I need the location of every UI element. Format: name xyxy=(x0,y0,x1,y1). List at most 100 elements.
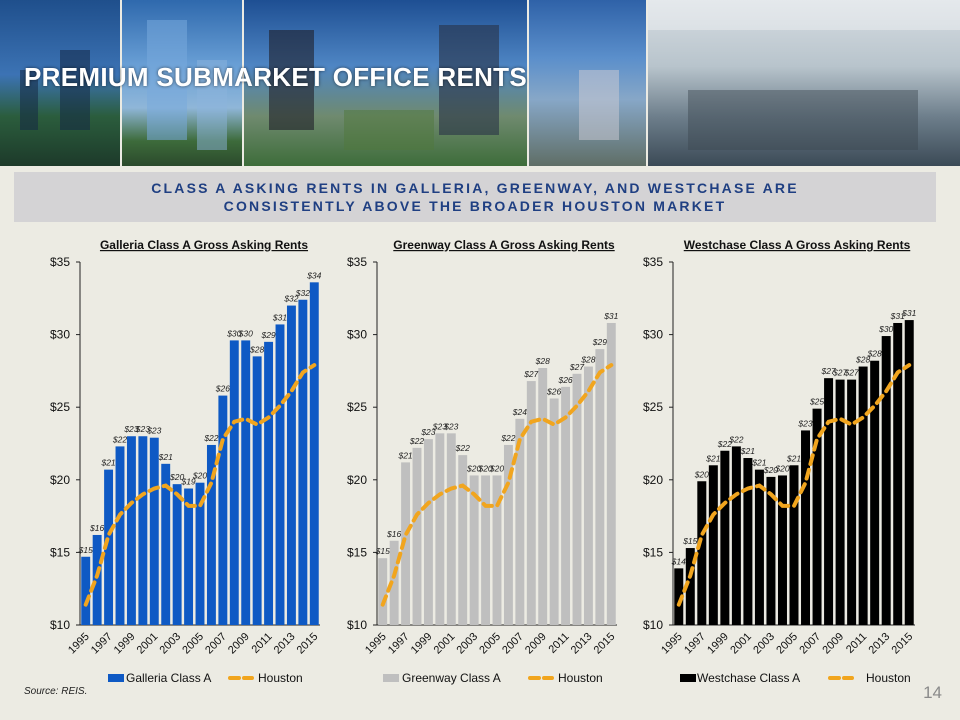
bar xyxy=(674,568,684,625)
bar xyxy=(218,395,228,625)
photo-atrium-cafe xyxy=(648,0,960,166)
photo-office-tower xyxy=(122,0,242,166)
x-tick-label: 2011 xyxy=(249,631,274,656)
x-tick-label: 2015 xyxy=(890,631,916,657)
y-tick-label: $30 xyxy=(347,328,367,342)
page-title: PREMIUM SUBMARKET OFFICE RENTS xyxy=(24,62,527,92)
legend-label: Westchase Class A xyxy=(697,671,800,685)
y-tick-label: $30 xyxy=(643,328,663,342)
bar xyxy=(754,469,764,625)
data-label: $23 xyxy=(135,424,150,434)
data-label: $21 xyxy=(158,452,173,462)
data-label: $26 xyxy=(557,375,572,385)
data-label: $24 xyxy=(512,407,527,417)
photo-campus-building xyxy=(529,0,646,166)
x-tick-label: 2003 xyxy=(157,631,183,657)
data-label: $21 xyxy=(705,453,720,463)
photo-reflecting-pool xyxy=(0,0,120,166)
data-label: $29 xyxy=(592,337,607,347)
bar xyxy=(161,463,171,625)
x-tick-label: 1999 xyxy=(112,631,138,657)
x-tick-label: 1995 xyxy=(363,631,389,657)
houston-line xyxy=(676,363,912,607)
x-tick-label: 2013 xyxy=(569,631,595,657)
data-label: $20 xyxy=(774,463,789,473)
data-label: $27 xyxy=(523,369,538,379)
data-label: $31 xyxy=(603,311,618,321)
data-label: $28 xyxy=(580,355,595,365)
x-tick-label: 1997 xyxy=(682,631,708,657)
bar xyxy=(458,455,468,625)
x-tick-label: 1999 xyxy=(409,631,435,657)
data-label: $23 xyxy=(797,418,812,428)
bar xyxy=(515,418,525,625)
data-label: $28 xyxy=(867,349,882,359)
y-tick-label: $15 xyxy=(347,545,367,559)
legend-label: Houston xyxy=(866,671,911,685)
bar xyxy=(389,540,399,625)
houston-line xyxy=(380,363,614,607)
bar xyxy=(801,430,811,625)
chart-title-0: Galleria Class A Gross Asking Rents xyxy=(100,238,308,252)
data-label: $20 xyxy=(694,469,709,479)
legend-label: Houston xyxy=(558,671,603,685)
data-label: $30 xyxy=(878,324,893,334)
data-label: $31 xyxy=(272,312,287,322)
bar xyxy=(572,373,582,625)
data-label: $14 xyxy=(671,556,686,566)
bar xyxy=(229,340,239,625)
chart-title-1: Greenway Class A Gross Asking Rents xyxy=(393,238,615,252)
data-label: $20 xyxy=(763,465,778,475)
bar xyxy=(858,366,868,625)
bar xyxy=(503,444,513,625)
data-label: $27 xyxy=(832,368,847,378)
bar xyxy=(766,476,776,625)
legend-swatch-0 xyxy=(108,674,124,682)
data-label: $30 xyxy=(226,328,241,338)
y-tick-label: $10 xyxy=(347,618,367,632)
bar xyxy=(412,447,422,625)
bar xyxy=(446,433,456,625)
data-label: $15 xyxy=(682,536,697,546)
y-tick-label: $20 xyxy=(50,473,70,487)
data-label: $23 xyxy=(123,424,138,434)
bar xyxy=(743,458,753,625)
data-label: $19 xyxy=(180,477,195,487)
bar xyxy=(526,381,536,625)
x-tick-label: 2013 xyxy=(272,631,298,657)
bar xyxy=(275,324,285,625)
bar xyxy=(561,386,571,625)
x-tick-label: 2001 xyxy=(135,631,161,657)
data-label: $21 xyxy=(100,458,115,468)
data-label: $21 xyxy=(740,446,755,456)
data-label: $22 xyxy=(717,439,732,449)
data-label: $21 xyxy=(786,453,801,463)
y-tick-label: $35 xyxy=(347,255,367,269)
y-tick-label: $25 xyxy=(347,400,367,414)
x-tick-label: 2009 xyxy=(820,631,846,657)
chart-title-2: Westchase Class A Gross Asking Rents xyxy=(684,238,911,252)
data-label: $22 xyxy=(112,434,127,444)
bar xyxy=(206,444,216,625)
x-tick-label: 2013 xyxy=(867,631,893,657)
bar xyxy=(309,282,319,625)
data-label: $26 xyxy=(546,386,561,396)
bar xyxy=(401,462,411,625)
bar xyxy=(469,475,479,625)
bar xyxy=(583,366,593,625)
legend-label: Galleria Class A xyxy=(126,671,211,685)
data-label: $20 xyxy=(192,471,207,481)
x-tick-label: 2011 xyxy=(546,631,571,656)
bar xyxy=(104,469,114,625)
bar xyxy=(149,437,159,625)
data-label: $20 xyxy=(477,463,492,473)
data-label: $28 xyxy=(855,355,870,365)
x-tick-label: 2001 xyxy=(432,631,458,657)
bar xyxy=(138,436,148,625)
data-label: $31 xyxy=(901,308,916,318)
legend-label: Houston xyxy=(258,671,303,685)
bar xyxy=(195,482,205,625)
subtitle-line-2: CONSISTENTLY ABOVE THE BROADER HOUSTON M… xyxy=(223,198,727,214)
y-tick-label: $35 xyxy=(643,255,663,269)
